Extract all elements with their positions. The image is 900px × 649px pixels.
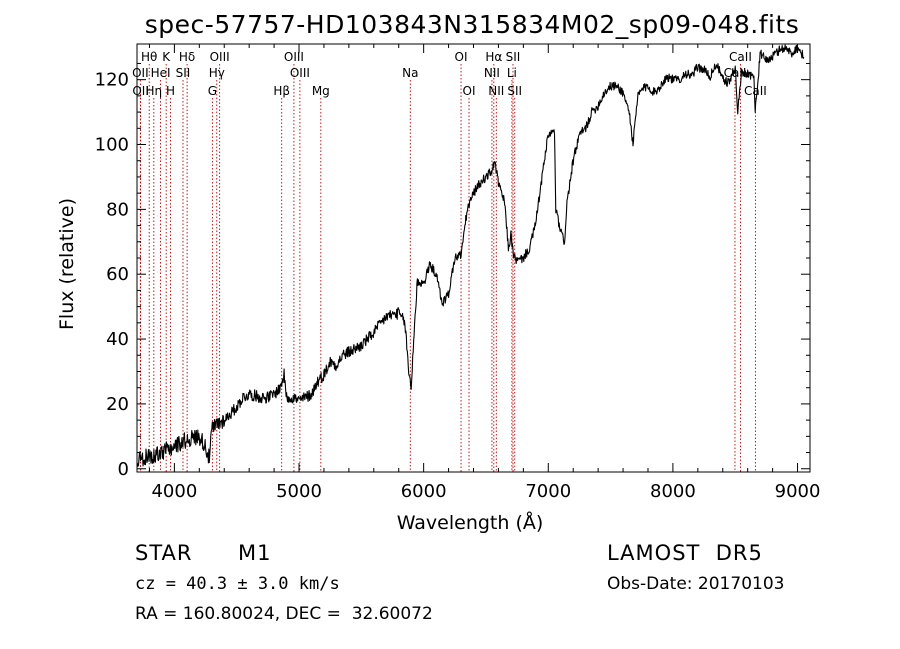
x-tick-label: 6000 [401, 481, 447, 502]
marker-label: Hη [146, 84, 163, 98]
marker-label: H [166, 84, 175, 98]
marker-label: Na [402, 66, 418, 80]
marker-label: OIII [290, 66, 310, 80]
y-tick-label: 0 [118, 459, 129, 480]
chart-title: spec-57757-HD103843N315834M02_sp09-048.f… [145, 10, 800, 39]
ra-dec-text: RA = 160.80024, DEC = 32.60072 [135, 604, 433, 624]
y-tick-label: 20 [106, 394, 129, 415]
marker-label: NII [484, 66, 500, 80]
y-tick-label: 60 [106, 264, 129, 285]
marker-label: Hβ [273, 84, 290, 98]
axes: 4000 5000 6000 7000 8000 9000 0 20 40 60 80 100 120 [95, 44, 821, 502]
marker-label: K [162, 50, 171, 64]
x-tick-label: 9000 [775, 481, 821, 502]
x-tick-label: 4000 [151, 481, 197, 502]
redshift-text: cz = 40.3 ± 3.0 km/s [135, 574, 340, 594]
y-axis-label: Flux (relative) [56, 198, 78, 330]
marker-label: OII [132, 84, 149, 98]
marker-label: SII [506, 50, 521, 64]
object-subclass: M1 [238, 541, 272, 565]
marker-label: OI [455, 50, 468, 64]
marker-label: Li [507, 66, 517, 80]
spectrum-line [136, 44, 805, 467]
y-tick-label: 40 [106, 329, 129, 350]
marker-label: Hδ [179, 50, 195, 64]
marker-label: G [208, 84, 217, 98]
marker-label: OIII [284, 50, 304, 64]
marker-label: Hθ [141, 50, 157, 64]
marker-label: Hγ [209, 66, 225, 80]
x-tick-label: 5000 [276, 481, 322, 502]
marker-label: NII [488, 84, 504, 98]
marker-label: OI [463, 84, 476, 98]
marker-label: CaII [744, 84, 767, 98]
x-tick-label: 8000 [650, 481, 696, 502]
survey-name: LAMOST DR5 [607, 541, 763, 565]
x-axis-label: Wavelength (Å) [397, 511, 544, 534]
marker-label: CaII [729, 50, 752, 64]
marker-label: OII [132, 66, 149, 80]
marker-label: SII [176, 66, 191, 80]
marker-label: OIII [210, 50, 230, 64]
object-class: STAR [135, 541, 193, 565]
marker-label: SII [507, 84, 522, 98]
y-tick-label: 80 [106, 199, 129, 220]
y-tick-label: 120 [95, 70, 129, 91]
emission-line-markers: Hθ K Hδ OIII OIII OI Hα SII CaII OII HeI SII Hγ OIII N… [132, 50, 767, 472]
marker-label: HeI [151, 66, 171, 80]
y-tick-label: 100 [95, 135, 129, 156]
marker-label: Mg [312, 84, 330, 98]
observation-date: Obs-Date: 20170103 [607, 574, 785, 594]
marker-label: Hα [485, 50, 502, 64]
x-tick-label: 7000 [525, 481, 571, 502]
